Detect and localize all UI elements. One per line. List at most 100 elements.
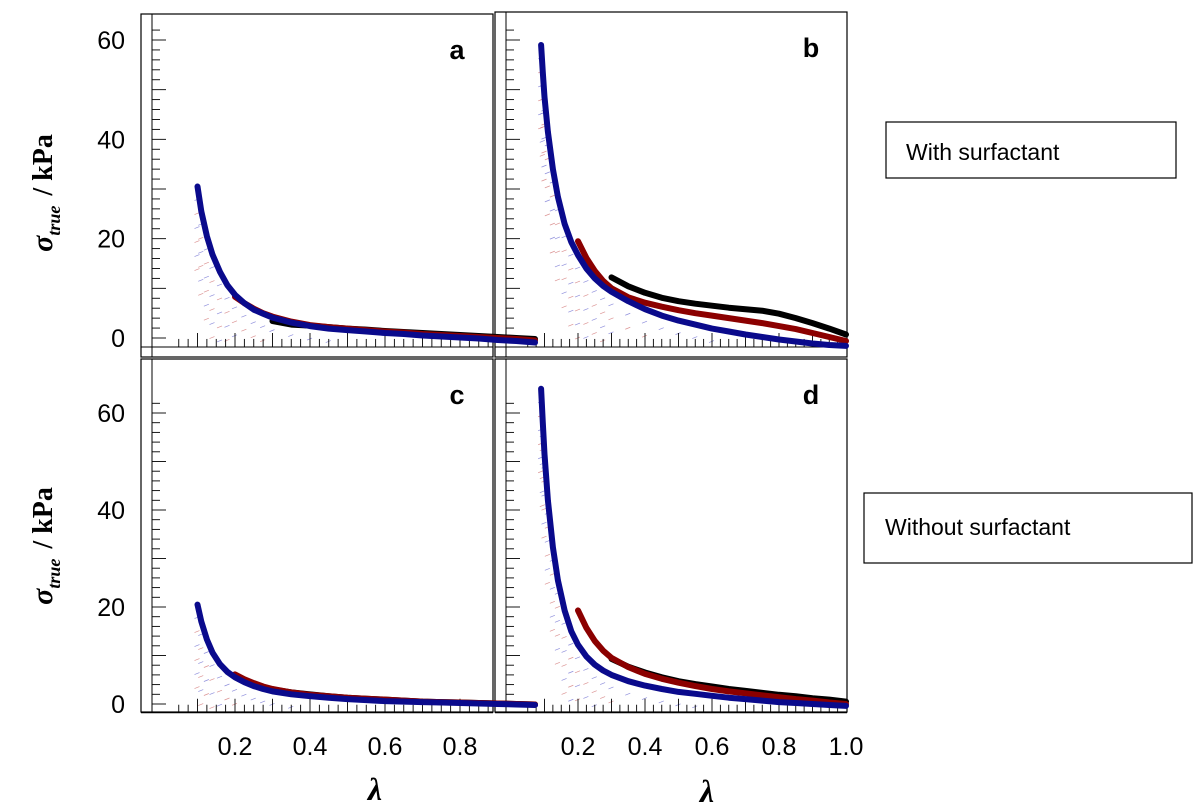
panel-letter-b: b: [803, 33, 820, 63]
guide-dash: [209, 308, 215, 311]
guide-dash: [259, 339, 266, 342]
panel-letters: a b c d: [449, 33, 819, 410]
guide-dash: [561, 650, 567, 653]
svg-text:σtrue/ kPa: σtrue / kPa: [26, 487, 64, 605]
guide-dash: [198, 703, 204, 706]
guide-dash: [198, 675, 204, 678]
guide-dash: [554, 222, 561, 226]
guide-dash: [203, 665, 210, 668]
guide-dash: [541, 535, 547, 539]
x-tick-label: 0.6: [368, 733, 403, 761]
y-tick-label: 40: [97, 126, 125, 154]
guide-dash: [231, 703, 238, 706]
guide-dash: [583, 696, 589, 699]
guide-dash: [250, 335, 256, 339]
guide-dash: [583, 280, 589, 283]
guide-dash: [591, 290, 597, 293]
guide-dash: [224, 683, 230, 687]
guide-dash: [574, 336, 581, 340]
guide-dash: [194, 254, 200, 257]
axis-ticks: 0 20 40 60 0 20 40 60 0.2 0.4 0.6 0.8 0.2 0.4 0.6 0.8 1.…: [97, 12, 863, 761]
guide-dash: [554, 620, 561, 623]
without-surfactant-box: Without surfactant: [863, 492, 1193, 564]
x-tick-label: 0.6: [695, 733, 730, 761]
guide-dash: [250, 321, 256, 325]
guide-dash: [194, 268, 200, 271]
guide-dash: [203, 317, 210, 321]
y-axis-subscript: true: [44, 206, 64, 236]
guide-dash: [561, 636, 567, 639]
y-tick-label: 60: [97, 400, 125, 428]
guide-dash: [539, 139, 545, 143]
y-axis-label-top: σtrue / kPa: [26, 134, 64, 252]
guide-dash: [574, 322, 581, 326]
x-tick-label: 0.2: [218, 733, 253, 761]
guide-dash: [574, 656, 581, 660]
guide-dash: [216, 283, 223, 287]
guide-dash: [568, 267, 574, 271]
x-tick-label: 0.4: [293, 733, 328, 761]
guide-dash: [583, 294, 589, 297]
guide-dash: [216, 325, 223, 329]
guide-dash: [599, 297, 606, 301]
guide-dash: [561, 305, 567, 309]
series-blue-d: [538, 385, 849, 709]
y-tick-label: 20: [97, 594, 125, 622]
guide-dash: [568, 295, 574, 299]
guide-dash: [608, 317, 614, 321]
guide-dash: [591, 332, 597, 335]
series-blue-b: [538, 42, 849, 349]
guide-dash: [561, 291, 567, 295]
guide-dash: [224, 697, 230, 701]
y-axis-symbol: σ: [26, 235, 59, 252]
guide-dash: [549, 194, 556, 198]
guide-dash: [209, 280, 215, 283]
guide-dash: [658, 700, 664, 704]
guide-dash: [198, 661, 204, 664]
guide-dash: [288, 705, 294, 709]
guide-dash: [241, 693, 247, 697]
guide-dash: [203, 303, 210, 307]
guide-dash: [241, 314, 247, 318]
guide-dash: [325, 340, 331, 343]
series-blue-a: [194, 183, 538, 346]
guide-dash: [625, 326, 631, 330]
guide-dash: [599, 682, 606, 685]
guide-dash: [554, 634, 561, 637]
guide-dash: [203, 651, 210, 654]
guide-dash: [574, 698, 581, 702]
guide-dash: [561, 678, 567, 681]
guide-dash: [641, 320, 648, 324]
guide-dash: [554, 264, 561, 268]
guide-dash: [591, 304, 597, 307]
guide-dash: [198, 293, 204, 296]
data-series: [194, 42, 849, 709]
guide-dash: [541, 507, 547, 511]
guide-dash: [591, 690, 597, 694]
guide-dash: [198, 237, 204, 240]
guide-dash: [574, 308, 581, 312]
guide-dash: [591, 704, 597, 708]
guide-dash: [539, 153, 545, 157]
guide-dash: [561, 692, 567, 695]
guide-dash: [561, 263, 567, 267]
panel-letter-a: a: [449, 35, 465, 65]
guide-dash: [541, 150, 547, 154]
guide-dash: [568, 656, 574, 660]
guide-dash: [568, 323, 574, 327]
guide-dash: [641, 697, 648, 700]
guide-dash: [209, 266, 215, 269]
guide-dash: [554, 250, 561, 254]
guide-dash: [549, 615, 556, 618]
svg-text:σtrue/ kPa: σtrue / kPa: [26, 134, 64, 252]
guide-dash: [209, 322, 215, 325]
guide-dash: [554, 648, 561, 651]
guide-dash: [203, 693, 210, 696]
guide-dash: [224, 311, 230, 314]
guide-dash: [574, 280, 581, 284]
panel-frame-c: [140, 358, 494, 713]
with-surfactant-label: With surfactant: [906, 139, 1060, 165]
guide-dash: [194, 644, 200, 647]
guide-dash: [549, 587, 556, 590]
guide-dash: [269, 703, 275, 706]
